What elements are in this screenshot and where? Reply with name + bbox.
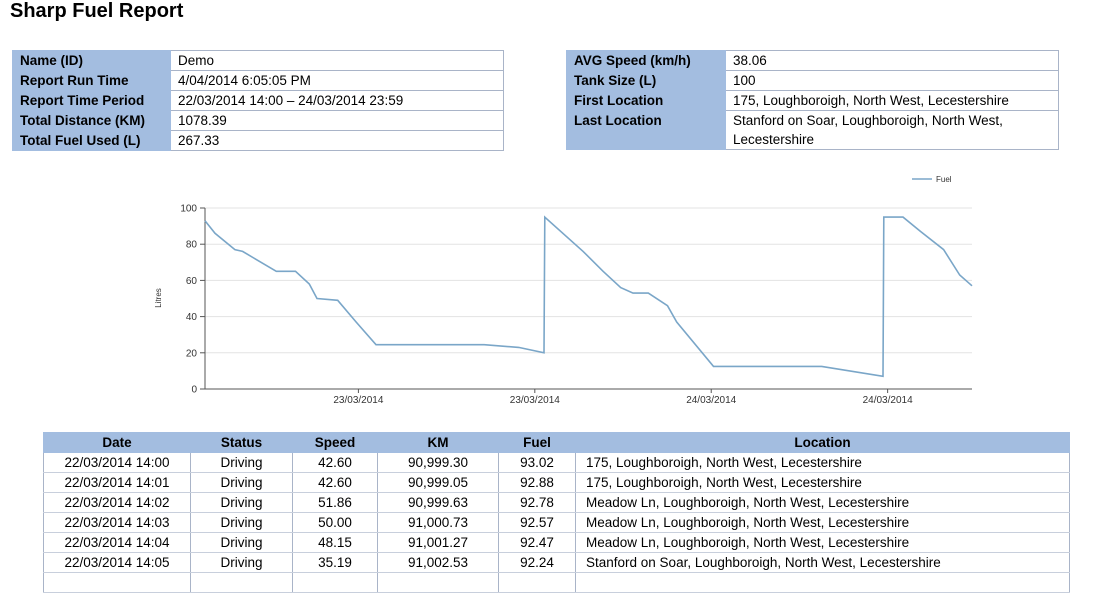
table-row: 22/03/2014 14:02 Driving 51.86 90,999.63 92.… <box>43 492 1070 513</box>
y-tick-label: 100 <box>180 204 197 215</box>
y-tick-label: 80 <box>186 240 198 251</box>
summary-label: AVG Speed (km/h) <box>566 50 726 71</box>
x-ticks: 23/03/2014 23/03/2014 24/03/2014 24/03/2014 <box>333 389 913 406</box>
table-row: 22/03/2014 14:03 Driving 50.00 91,000.73 92.… <box>43 512 1070 533</box>
summary-row: Tank Size (L) 100 <box>566 70 1059 91</box>
cell-status: Driving <box>190 452 293 473</box>
cell-location: Meadow Ln, Loughboroigh, North West, Lec… <box>575 492 1070 513</box>
cell-status: Driving <box>190 492 293 513</box>
x-tick-label: 24/03/2014 <box>686 395 736 406</box>
y-tick-label: 40 <box>186 312 198 323</box>
summary-value: 4/04/2014 6:05:05 PM <box>170 70 504 91</box>
summary-value: 1078.39 <box>170 110 504 131</box>
table-row-empty <box>43 572 1070 593</box>
cell-fuel: 92.24 <box>498 552 576 573</box>
summary-row: Name (ID) Demo <box>12 50 504 71</box>
cell-location: Meadow Ln, Loughboroigh, North West, Lec… <box>575 532 1070 553</box>
series-line-fuel <box>204 215 973 378</box>
report-title: Sharp Fuel Report <box>10 0 184 22</box>
summary-value: 100 <box>725 70 1059 91</box>
cell-speed: 35.19 <box>292 552 378 573</box>
column-header-location: Location <box>575 432 1070 453</box>
summary-label: Total Distance (KM) <box>12 110 171 131</box>
summary-row: AVG Speed (km/h) 38.06 <box>566 50 1059 71</box>
cell-fuel: 92.47 <box>498 532 576 553</box>
summary-table-left: Name (ID) Demo Report Run Time 4/04/2014 6… <box>12 50 504 151</box>
summary-label: Name (ID) <box>12 50 171 71</box>
summary-row: Total Distance (KM) 1078.39 <box>12 110 504 131</box>
summary-value: Stanford on Soar, Loughboroigh, North We… <box>725 110 1059 150</box>
summary-label: Report Time Period <box>12 90 171 111</box>
summary-value: 175, Loughboroigh, North West, Lecesters… <box>725 90 1059 111</box>
cell-date: 22/03/2014 14:05 <box>43 552 191 573</box>
summary-value: 38.06 <box>725 50 1059 71</box>
y-tick-label: 20 <box>186 348 198 359</box>
y-tick-label: 60 <box>186 276 198 287</box>
cell-status: Driving <box>190 472 293 493</box>
cell-location: Stanford on Soar, Loughboroigh, North We… <box>575 552 1070 573</box>
y-tick-label: 0 <box>191 385 197 396</box>
cell-km: 90,999.30 <box>377 452 499 473</box>
cell-date: 22/03/2014 14:02 <box>43 492 191 513</box>
summary-label: Report Run Time <box>12 70 171 91</box>
cell-status: Driving <box>190 512 293 533</box>
summary-row: Report Run Time 4/04/2014 6:05:05 PM <box>12 70 504 91</box>
summary-value: Demo <box>170 50 504 71</box>
cell-speed: 42.60 <box>292 472 378 493</box>
cell-speed: 50.00 <box>292 512 378 533</box>
table-row: 22/03/2014 14:04 Driving 48.15 91,001.27 92.… <box>43 532 1070 553</box>
cell-speed: 51.86 <box>292 492 378 513</box>
legend-label-fuel: Fuel <box>936 175 952 184</box>
y-ticks: 0 20 40 60 80 100 <box>180 204 205 396</box>
summary-table-right: AVG Speed (km/h) 38.06 Tank Size (L) 100 F… <box>566 50 1059 150</box>
fuel-chart: 0 20 40 60 80 100 23/03/2014 23/03/2014 24/03/2… <box>154 175 973 406</box>
cell-status: Driving <box>190 552 293 573</box>
chart-grid <box>205 207 972 354</box>
cell-km: 91,000.73 <box>377 512 499 533</box>
cell-km: 90,999.63 <box>377 492 499 513</box>
cell-date: 22/03/2014 14:04 <box>43 532 191 553</box>
cell-status: Driving <box>190 532 293 553</box>
summary-row: Last Location Stanford on Soar, Loughboro… <box>566 110 1059 150</box>
cell-location: 175, Loughboroigh, North West, Lecesters… <box>575 472 1070 493</box>
x-tick-label: 23/03/2014 <box>333 395 383 406</box>
cell-km: 90,999.05 <box>377 472 499 493</box>
column-header-date: Date <box>43 432 191 453</box>
column-header-fuel: Fuel <box>498 432 576 453</box>
table-row: 22/03/2014 14:00 Driving 42.60 90,999.30 93.… <box>43 452 1070 473</box>
cell-km: 91,002.53 <box>377 552 499 573</box>
column-header-speed: Speed <box>292 432 378 453</box>
x-tick-label: 23/03/2014 <box>510 395 560 406</box>
fuel-log-table: Date Status Speed KM Fuel Location 22/03… <box>43 432 1070 593</box>
cell-speed: 48.15 <box>292 532 378 553</box>
summary-row: First Location 175, Loughboroigh, North W… <box>566 90 1059 111</box>
cell-location: Meadow Ln, Loughboroigh, North West, Lec… <box>575 512 1070 533</box>
table-header-row: Date Status Speed KM Fuel Location <box>43 432 1070 453</box>
column-header-status: Status <box>190 432 293 453</box>
cell-fuel: 93.02 <box>498 452 576 473</box>
cell-location: 175, Loughboroigh, North West, Lecesters… <box>575 452 1070 473</box>
summary-value: 22/03/2014 14:00 – 24/03/2014 23:59 <box>170 90 504 111</box>
summary-row: Total Fuel Used (L) 267.33 <box>12 130 504 151</box>
column-header-km: KM <box>377 432 499 453</box>
cell-date: 22/03/2014 14:00 <box>43 452 191 473</box>
cell-date: 22/03/2014 14:01 <box>43 472 191 493</box>
x-tick-label: 24/03/2014 <box>863 395 913 406</box>
summary-row: Report Time Period 22/03/2014 14:00 – 24/… <box>12 90 504 111</box>
summary-label: Last Location <box>566 110 726 150</box>
table-row: 22/03/2014 14:01 Driving 42.60 90,999.05 92.… <box>43 472 1070 493</box>
cell-fuel: 92.57 <box>498 512 576 533</box>
summary-label: Tank Size (L) <box>566 70 726 91</box>
table-row: 22/03/2014 14:05 Driving 35.19 91,002.53 92.… <box>43 552 1070 573</box>
cell-speed: 42.60 <box>292 452 378 473</box>
cell-fuel: 92.88 <box>498 472 576 493</box>
summary-value: 267.33 <box>170 130 504 151</box>
cell-km: 91,001.27 <box>377 532 499 553</box>
y-axis-label: Litres <box>154 288 163 308</box>
cell-fuel: 92.78 <box>498 492 576 513</box>
summary-label: Total Fuel Used (L) <box>12 130 171 151</box>
summary-label: First Location <box>566 90 726 111</box>
cell-date: 22/03/2014 14:03 <box>43 512 191 533</box>
